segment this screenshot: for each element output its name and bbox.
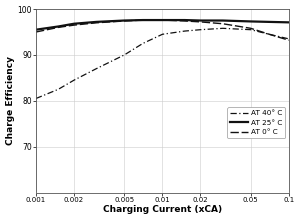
AT 0° C (249, 27, 253, 30)
AT 40° C (221, 27, 224, 30)
AT 25° C (199, 19, 202, 22)
AT 40° C (34, 97, 38, 100)
AT 0° C (287, 39, 291, 42)
AT 40° C (72, 79, 76, 81)
AT 0° C (94, 22, 98, 24)
AT 0° C (123, 20, 126, 22)
AT 25° C (221, 19, 224, 22)
AT 25° C (56, 25, 60, 28)
AT 0° C (183, 20, 187, 22)
AT 0° C (72, 24, 76, 26)
AT 25° C (72, 22, 76, 25)
AT 0° C (160, 19, 164, 21)
AT 25° C (141, 19, 145, 21)
Y-axis label: Charge Efficiency: Charge Efficiency (6, 56, 15, 145)
AT 0° C (34, 31, 38, 33)
AT 40° C (56, 88, 60, 91)
Legend: AT 40° C, AT 25° C, AT 0° C: AT 40° C, AT 25° C, AT 0° C (227, 107, 285, 138)
AT 40° C (160, 33, 164, 36)
AT 40° C (287, 38, 291, 40)
AT 40° C (183, 30, 187, 32)
AT 0° C (221, 22, 224, 25)
AT 40° C (267, 33, 271, 36)
AT 25° C (249, 20, 253, 23)
AT 40° C (123, 54, 126, 56)
AT 0° C (141, 19, 145, 21)
AT 40° C (249, 28, 253, 31)
AT 0° C (267, 33, 271, 36)
AT 40° C (199, 28, 202, 31)
AT 25° C (267, 21, 271, 23)
AT 40° C (141, 42, 145, 45)
AT 25° C (183, 19, 187, 21)
AT 25° C (123, 19, 126, 22)
Line: AT 25° C: AT 25° C (36, 20, 289, 30)
AT 0° C (56, 26, 60, 29)
Line: AT 0° C: AT 0° C (36, 20, 289, 40)
AT 25° C (287, 21, 291, 24)
AT 25° C (94, 21, 98, 23)
AT 25° C (160, 19, 164, 21)
Line: AT 40° C: AT 40° C (36, 28, 289, 99)
AT 25° C (34, 28, 38, 31)
AT 40° C (94, 67, 98, 70)
X-axis label: Charging Current (xCA): Charging Current (xCA) (103, 205, 222, 214)
AT 0° C (199, 21, 202, 23)
